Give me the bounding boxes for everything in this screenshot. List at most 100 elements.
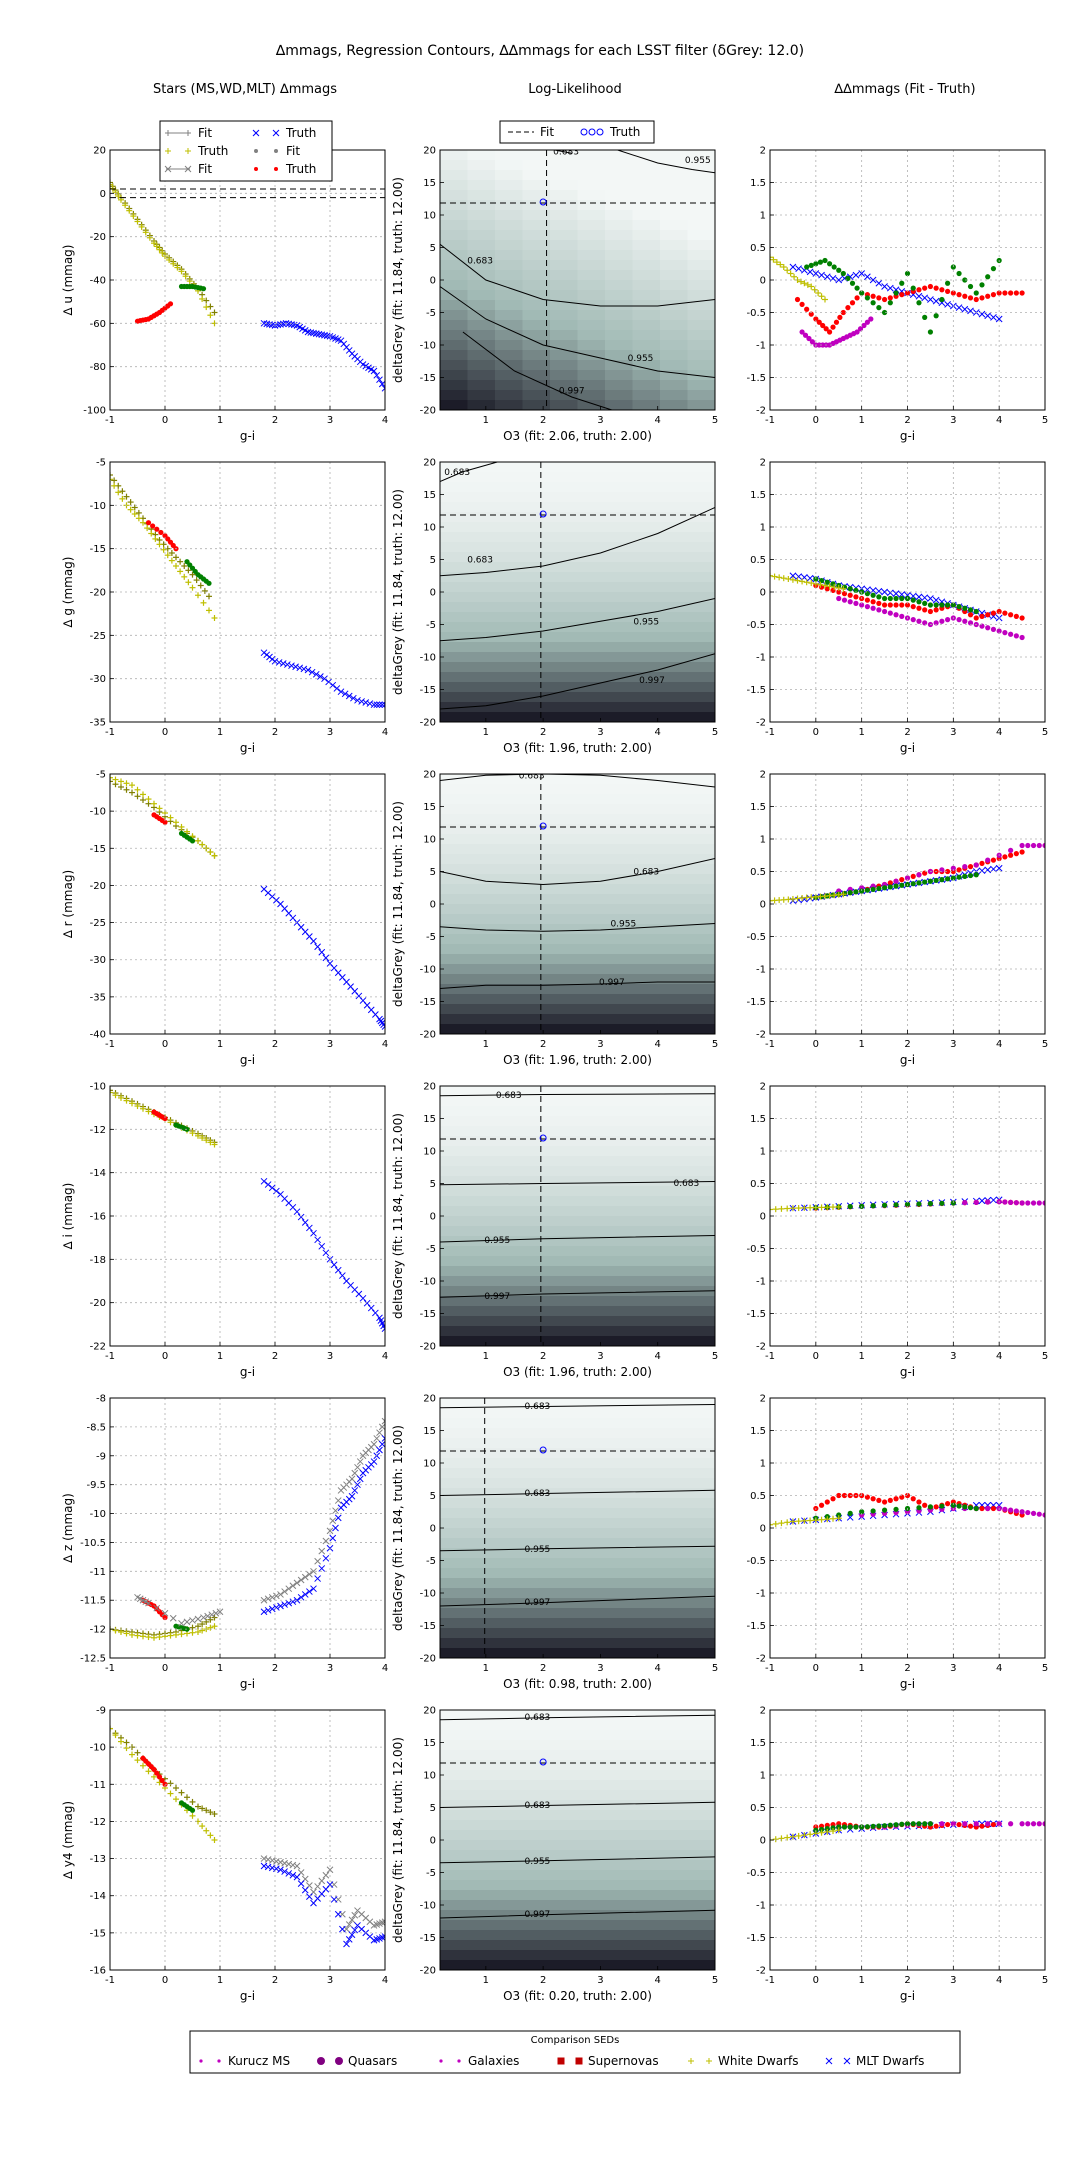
x-axis-label: g-i (900, 1053, 915, 1067)
y-tick-label: -80 (90, 362, 106, 373)
point-dot (1013, 1508, 1019, 1514)
point-dot (899, 602, 905, 608)
heatmap-cell (440, 1316, 715, 1327)
heatmap-cell (577, 370, 606, 381)
heatmap-cell (605, 150, 633, 161)
heatmap-cell (440, 1840, 715, 1851)
x-tick-label: 3 (327, 727, 333, 738)
y-tick-label: -10 (420, 341, 436, 352)
heatmap-cell (467, 200, 496, 211)
point-x (264, 1606, 272, 1614)
point-x (869, 276, 877, 284)
heatmap-cell (440, 652, 715, 663)
contour-line (440, 1801, 715, 1808)
heatmap-cell (495, 170, 523, 181)
heatmap-cell (522, 240, 551, 251)
point-dot (836, 1492, 842, 1499)
point-x (358, 698, 365, 705)
point-x (289, 1582, 297, 1590)
x-tick-label: 2 (904, 1975, 910, 1986)
x-tick-label: 2 (540, 1351, 546, 1362)
heatmap-cell (577, 360, 606, 371)
point-dot (887, 610, 893, 616)
heatmap-cell (687, 300, 715, 311)
heatmap-cell (605, 390, 633, 401)
heatmap-cell (687, 170, 715, 181)
heatmap-cell (440, 1146, 715, 1157)
heatmap-cell (467, 270, 496, 281)
point-x (264, 889, 272, 897)
x-tick-label: 3 (597, 1975, 603, 1986)
heatmap-cell (495, 330, 523, 341)
heatmap-cell (605, 230, 633, 241)
heatmap-cell (660, 200, 688, 211)
contour-line (440, 286, 715, 378)
y-tick-label: -20 (90, 588, 106, 599)
heatmap-cell (440, 150, 468, 161)
point-x (136, 1595, 144, 1603)
swatch-x (843, 2057, 851, 2065)
point-dot (962, 1821, 968, 1827)
heatmap-cell (467, 350, 496, 361)
heatmap-cell (632, 210, 661, 221)
heatmap-cell (605, 400, 633, 410)
point-x (285, 1585, 293, 1593)
swatch-dot (335, 2057, 343, 2065)
point-dot (1013, 633, 1019, 639)
legend-swatch-dot (254, 149, 258, 153)
heatmap-cell (495, 290, 523, 301)
heatmap-cell (440, 1608, 715, 1619)
point-x (268, 1184, 276, 1192)
series-ms_red (134, 301, 174, 324)
point-x (134, 1593, 141, 1601)
heatmap-cell (440, 1710, 715, 1721)
heatmap-cell (522, 340, 551, 351)
point-dot (1008, 1821, 1014, 1827)
heatmap-cell (687, 190, 715, 201)
point-x (264, 1595, 272, 1603)
point-x (289, 1598, 297, 1606)
x-tick-label: 5 (1042, 415, 1048, 426)
heatmap-cell (605, 210, 633, 221)
truth-marker (539, 822, 547, 830)
y-tick-label: -22 (90, 1342, 106, 1353)
heatmap-cell (632, 300, 661, 311)
heatmap-cell (440, 572, 715, 583)
series-ms (110, 1725, 218, 1817)
series-wd (770, 891, 847, 904)
legend-swatch-x (272, 129, 280, 137)
heatmap-cell (522, 200, 551, 211)
heatmap-cell (467, 330, 496, 341)
y-tick-label: -10 (90, 1509, 106, 1520)
heatmap-cell (687, 250, 715, 261)
point-dot (841, 597, 848, 603)
point-dot (1025, 1200, 1031, 1206)
point-x (381, 1417, 385, 1422)
y-tick-label: -12 (90, 1125, 106, 1136)
heatmap-cell (577, 320, 606, 331)
heatmap-cell (495, 250, 523, 261)
point-dot (996, 290, 1002, 296)
x-tick-label: 2 (540, 1975, 546, 1986)
legends-group: Fit Truth Fit Truth Fit Truth Fit Truth Comparis… (159, 120, 961, 2074)
plot-frame (439, 461, 716, 723)
heatmap-cell (577, 330, 606, 341)
heatmap-cell (605, 320, 633, 331)
point-dot (849, 280, 856, 286)
heatmap-cell (440, 904, 715, 915)
heatmap-cell (440, 462, 715, 473)
heatmap-cell (687, 380, 715, 391)
y-tick-label: 0 (430, 1836, 436, 1847)
point-x (345, 692, 353, 700)
x-tick-label: 1 (217, 727, 223, 738)
point-dot (967, 607, 974, 613)
y-tick-label: -20 (420, 1966, 436, 1977)
point-dot (956, 874, 962, 880)
plot-area: 0.683 0.683 0.955 0.997 (440, 774, 715, 1034)
point-dot (939, 877, 945, 883)
point-x (351, 1469, 359, 1477)
heatmap-cell (660, 300, 688, 311)
point-x (299, 325, 306, 333)
heatmap-cell (440, 260, 468, 271)
heatmap-cell (440, 804, 715, 815)
